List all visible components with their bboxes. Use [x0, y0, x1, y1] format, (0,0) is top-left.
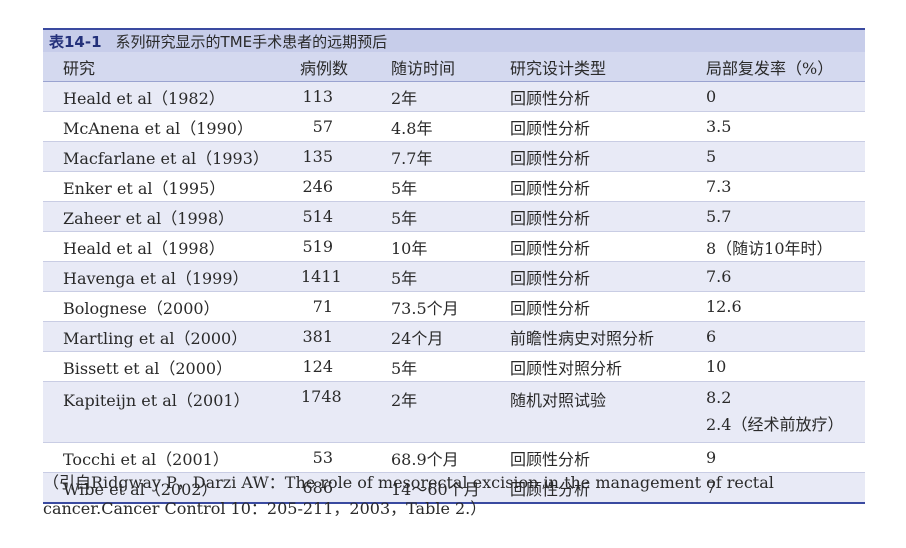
cell-followup: 2年 — [391, 381, 509, 443]
header-design: 研究设计类型 — [509, 52, 706, 82]
cell-followup: 4.8年 — [391, 111, 509, 142]
cell-followup: 5年 — [391, 171, 509, 202]
cell-study: Martling et al（2000） — [43, 321, 300, 352]
table-row: Zaheer et al（1998） 514 5年 回顾性分析 5.7 — [43, 201, 865, 232]
cell-study: Havenga et al（1999） — [43, 261, 300, 292]
cell-cases: 514 — [300, 201, 391, 232]
cell-recurrence: 7 — [706, 472, 865, 504]
cell-followup: 5年 — [391, 351, 509, 382]
table-body: Heald et al（1982） 113 2年 回顾性分析 0 McAnena et a… — [43, 81, 865, 504]
table-row: Macfarlane et al（1993） 135 7.7年 回顾性分析 5 — [43, 141, 865, 172]
cell-design: 随机对照试验 — [509, 381, 706, 443]
cell-study: Wibe et al（2002） — [43, 472, 300, 504]
table-number: 表14-1 — [49, 32, 102, 51]
cell-design: 回顾性分析 — [509, 231, 706, 262]
cell-recurrence: 0 — [706, 81, 865, 112]
cell-cases: 1748 — [300, 381, 391, 443]
cell-followup: 10年 — [391, 231, 509, 262]
cell-design: 回顾性分析 — [509, 201, 706, 232]
recurrence-value: 8.2 — [706, 388, 732, 407]
source-note: （引自Ridgway P，Darzi AW：The role of mesore… — [43, 473, 774, 518]
cell-followup: 73.5个月 — [391, 291, 509, 322]
cell-design: 回顾性分析 — [509, 291, 706, 322]
cell-recurrence: 5.7 — [706, 201, 865, 232]
cell-followup: 24个月 — [391, 321, 509, 352]
cell-recurrence: 7.3 — [706, 171, 865, 202]
cell-design: 回顾性分析 — [509, 171, 706, 202]
recurrence-value-secondary: 2.4（经术前放疗） — [706, 415, 844, 434]
table-title: 表14-1 系列研究显示的TME手术患者的远期预后 — [43, 28, 865, 52]
cell-cases: 519 — [300, 231, 391, 262]
cell-recurrence: 7.6 — [706, 261, 865, 292]
cell-study: Macfarlane et al（1993） — [43, 141, 300, 172]
cell-recurrence: 5 — [706, 141, 865, 172]
header-followup: 随访时间 — [391, 52, 509, 82]
cell-study: Heald et al（1982） — [43, 81, 300, 112]
table-row: Enker et al（1995） 246 5年 回顾性分析 7.3 — [43, 171, 865, 202]
cell-followup: 14～60个月 — [391, 472, 509, 504]
cell-recurrence: 12.6 — [706, 291, 865, 322]
table-caption: 系列研究显示的TME手术患者的远期预后 — [115, 32, 388, 51]
table-row: McAnena et al（1990） 57 4.8年 回顾性分析 3.5 — [43, 111, 865, 142]
cell-cases: 71 — [300, 291, 391, 322]
table-row: Bissett et al（2000） 124 5年 回顾性对照分析 10 — [43, 351, 865, 382]
cell-recurrence: 6 — [706, 321, 865, 352]
cell-followup: 7.7年 — [391, 141, 509, 172]
table-row: Havenga et al（1999） 1411 5年 回顾性分析 7.6 — [43, 261, 865, 292]
table-row: Bolognese（2000） 71 73.5个月 回顾性分析 12.6 — [43, 291, 865, 322]
cell-cases: 381 — [300, 321, 391, 352]
cell-design: 前瞻性病史对照分析 — [509, 321, 706, 352]
table-container: 表14-1 系列研究显示的TME手术患者的远期预后 研究 病例数 随访时间 研究… — [43, 28, 865, 504]
header-row: 研究 病例数 随访时间 研究设计类型 局部复发率（%） — [43, 52, 865, 82]
cell-cases: 135 — [300, 141, 391, 172]
table-row: Kapiteijn et al（2001） 1748 2年 随机对照试验 8.2 2.4（… — [43, 381, 865, 443]
cell-study: Tocchi et al（2001） — [43, 442, 300, 473]
header-recurrence: 局部复发率（%） — [706, 52, 865, 82]
cell-followup: 5年 — [391, 261, 509, 292]
cell-study: Heald et al（1998） — [43, 231, 300, 262]
table-row: Heald et al（1982） 113 2年 回顾性分析 0 — [43, 81, 865, 112]
cell-followup: 2年 — [391, 81, 509, 112]
cell-study: McAnena et al（1990） — [43, 111, 300, 142]
cell-study: Bolognese（2000） — [43, 291, 300, 322]
cell-cases: 686 — [300, 472, 391, 504]
cell-design: 回顾性分析 — [509, 141, 706, 172]
cell-design: 回顾性分析 — [509, 442, 706, 473]
header-cases: 病例数 — [300, 52, 391, 82]
results-table: 研究 病例数 随访时间 研究设计类型 局部复发率（%） Heald et al（… — [43, 52, 865, 504]
cell-study: Enker et al（1995） — [43, 171, 300, 202]
cell-cases: 113 — [300, 81, 391, 112]
cell-cases: 124 — [300, 351, 391, 382]
cell-recurrence: 10 — [706, 351, 865, 382]
cell-design: 回顾性分析 — [509, 81, 706, 112]
cell-followup: 68.9个月 — [391, 442, 509, 473]
cell-design: 回顾性分析 — [509, 472, 706, 504]
cell-recurrence: 8.2 2.4（经术前放疗） — [706, 381, 865, 443]
header-study: 研究 — [43, 52, 300, 82]
cell-followup: 5年 — [391, 201, 509, 232]
cell-cases: 57 — [300, 111, 391, 142]
cell-study: Kapiteijn et al（2001） — [43, 381, 300, 443]
cell-design: 回顾性分析 — [509, 111, 706, 142]
cell-design: 回顾性分析 — [509, 261, 706, 292]
cell-recurrence: 3.5 — [706, 111, 865, 142]
cell-design: 回顾性对照分析 — [509, 351, 706, 382]
table-row: Martling et al（2000） 381 24个月 前瞻性病史对照分析 6 — [43, 321, 865, 352]
cell-cases: 246 — [300, 171, 391, 202]
cell-study: Zaheer et al（1998） — [43, 201, 300, 232]
cell-recurrence: 9 — [706, 442, 865, 473]
table-row: Tocchi et al（2001） 53 68.9个月 回顾性分析 9 — [43, 442, 865, 473]
cell-cases: 53 — [300, 442, 391, 473]
table-row: Heald et al（1998） 519 10年 回顾性分析 8（随访10年时） — [43, 231, 865, 262]
table-row: Wibe et al（2002） 686 14～60个月 回顾性分析 7 — [43, 472, 865, 504]
cell-study: Bissett et al（2000） — [43, 351, 300, 382]
cell-cases: 1411 — [300, 261, 391, 292]
cell-recurrence: 8（随访10年时） — [706, 231, 865, 262]
